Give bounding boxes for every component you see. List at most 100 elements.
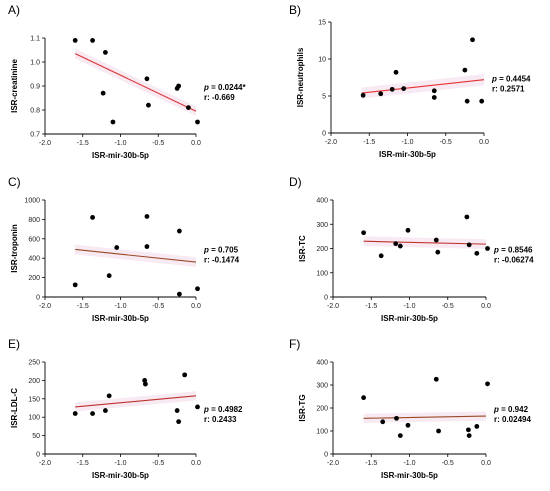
x-tick-label: -1.5 bbox=[77, 460, 89, 467]
data-point bbox=[106, 273, 112, 279]
y-tick-label: 0 bbox=[36, 452, 40, 459]
x-tick-label: 0.0 bbox=[481, 460, 491, 467]
panel-3: D) -2.0 -1.5 -1.0 -0.5 0.0 0 100 200 300 400 ISR-mi… bbox=[289, 175, 534, 323]
r-value-label: r: 0.2433 bbox=[204, 415, 237, 424]
r-value-label: r: -0.669 bbox=[204, 93, 235, 102]
data-point bbox=[470, 37, 475, 43]
y-axis-title: ISR-TG bbox=[298, 394, 307, 421]
x-tick-label: -2.0 bbox=[39, 140, 51, 147]
data-point bbox=[435, 249, 441, 255]
y-tick-label: 100 bbox=[316, 270, 328, 277]
x-tick-label: -2.0 bbox=[327, 460, 339, 467]
data-point bbox=[405, 422, 411, 428]
data-point bbox=[182, 372, 188, 378]
data-point bbox=[110, 119, 116, 125]
data-point bbox=[466, 427, 471, 433]
data-point bbox=[466, 433, 472, 438]
x-tick-label: -1.0 bbox=[403, 303, 415, 310]
y-tick-label: 0.7 bbox=[30, 132, 40, 139]
r-value-label: r: 0.02494 bbox=[494, 415, 531, 424]
panel-letter: D) bbox=[289, 175, 302, 189]
panel-1: B) -2.0 -1.5 -1.0 -0.5 0.0 0 5 10 15 ISR-mir-30b-5… bbox=[289, 3, 531, 159]
r-value-label: r: 0.2571 bbox=[492, 85, 525, 94]
x-tick-label: -0.5 bbox=[152, 303, 164, 310]
x-tick-label: -1.0 bbox=[403, 460, 415, 467]
x-tick-label: -1.0 bbox=[114, 460, 126, 467]
x-tick-label: 0.0 bbox=[191, 140, 201, 147]
regression-line bbox=[74, 53, 197, 112]
r-value-label: r: -0.1474 bbox=[204, 256, 240, 265]
p-value-label: p = 0.942 bbox=[493, 405, 529, 414]
x-tick-label: -2.0 bbox=[325, 139, 337, 146]
regression-line bbox=[75, 248, 197, 263]
data-point bbox=[378, 253, 384, 259]
x-axis-title: ISR-mir-30b-5p bbox=[92, 151, 149, 160]
y-tick-label: 1.0 bbox=[30, 60, 40, 67]
p-value-label: p = 0.705 bbox=[203, 246, 239, 255]
data-point bbox=[186, 105, 191, 110]
y-tick-label: 300 bbox=[316, 222, 328, 229]
data-point bbox=[90, 411, 95, 416]
data-point bbox=[431, 88, 437, 94]
data-point bbox=[389, 86, 395, 92]
panel-0: A) -2.0 -1.5 -1.0 -0.5 0.0 0.7 0.8 0.9 1.0 1.1 ISR-… bbox=[8, 3, 246, 160]
x-tick-label: -0.5 bbox=[440, 139, 452, 146]
y-tick-label: 0.8 bbox=[30, 108, 40, 115]
data-point bbox=[466, 242, 472, 248]
data-point bbox=[144, 214, 150, 219]
data-point bbox=[394, 415, 399, 421]
data-point bbox=[72, 282, 78, 288]
x-tick-label: -1.0 bbox=[114, 303, 126, 310]
y-axis-title: ISR-TC bbox=[298, 235, 307, 262]
data-point bbox=[378, 91, 384, 97]
regression-line bbox=[75, 395, 197, 408]
x-axis-title: ISR-mir-30b-5p bbox=[92, 314, 149, 323]
x-axis-title: ISR-mir-30b-5p bbox=[379, 150, 436, 159]
data-point bbox=[485, 246, 490, 251]
y-tick-label: 600 bbox=[28, 236, 40, 243]
data-point bbox=[176, 83, 182, 89]
panel-letter: B) bbox=[289, 3, 301, 17]
y-tick-label: 150 bbox=[28, 396, 40, 403]
data-point bbox=[146, 102, 151, 108]
y-tick-label: 10 bbox=[318, 57, 326, 64]
panel-letter: E) bbox=[8, 337, 20, 351]
x-tick-label: -0.5 bbox=[442, 303, 454, 310]
x-tick-label: -1.5 bbox=[77, 303, 89, 310]
p-value-label: p = 0.4454 bbox=[491, 75, 531, 84]
y-tick-label: 200 bbox=[316, 406, 328, 413]
x-tick-label: -1.0 bbox=[401, 139, 413, 146]
y-axis-title: ISR-creatinine bbox=[10, 59, 19, 113]
data-point bbox=[393, 69, 399, 75]
y-tick-label: 1.1 bbox=[30, 36, 40, 43]
data-point bbox=[462, 67, 468, 73]
panel-4: E) -2.0 -1.5 -1.0 -0.5 0.0 0 50 100 150 200 250 ISR-… bbox=[8, 337, 243, 480]
data-point bbox=[103, 50, 108, 55]
y-axis-title: ISR-troponin bbox=[10, 224, 19, 273]
data-point bbox=[401, 86, 407, 91]
data-point bbox=[361, 395, 366, 401]
data-point bbox=[106, 393, 112, 399]
data-point bbox=[474, 424, 480, 429]
x-tick-label: 0.0 bbox=[191, 460, 201, 467]
panel-letter: F) bbox=[289, 337, 300, 351]
data-point bbox=[479, 98, 485, 104]
x-tick-label: -1.5 bbox=[365, 460, 377, 467]
data-point bbox=[176, 291, 182, 297]
x-tick-label: -1.5 bbox=[363, 139, 375, 146]
y-tick-label: 400 bbox=[316, 360, 328, 367]
p-value-label: p = 0.4982 bbox=[203, 405, 243, 414]
x-tick-label: 0.0 bbox=[191, 303, 201, 310]
p-value-label: p = 0.0244* bbox=[203, 83, 246, 92]
regression-line bbox=[361, 79, 485, 94]
data-point bbox=[195, 119, 200, 125]
y-axis-title: ISR-LDL-C bbox=[10, 388, 19, 428]
y-tick-label: 300 bbox=[316, 383, 328, 390]
x-tick-label: 0.0 bbox=[481, 303, 491, 310]
data-point bbox=[174, 408, 180, 413]
y-tick-label: 100 bbox=[316, 429, 328, 436]
data-point bbox=[195, 404, 200, 410]
x-tick-label: -2.0 bbox=[39, 460, 51, 467]
y-axis-title: ISR-neutrophils bbox=[296, 47, 305, 107]
x-tick-label: -1.5 bbox=[365, 303, 377, 310]
